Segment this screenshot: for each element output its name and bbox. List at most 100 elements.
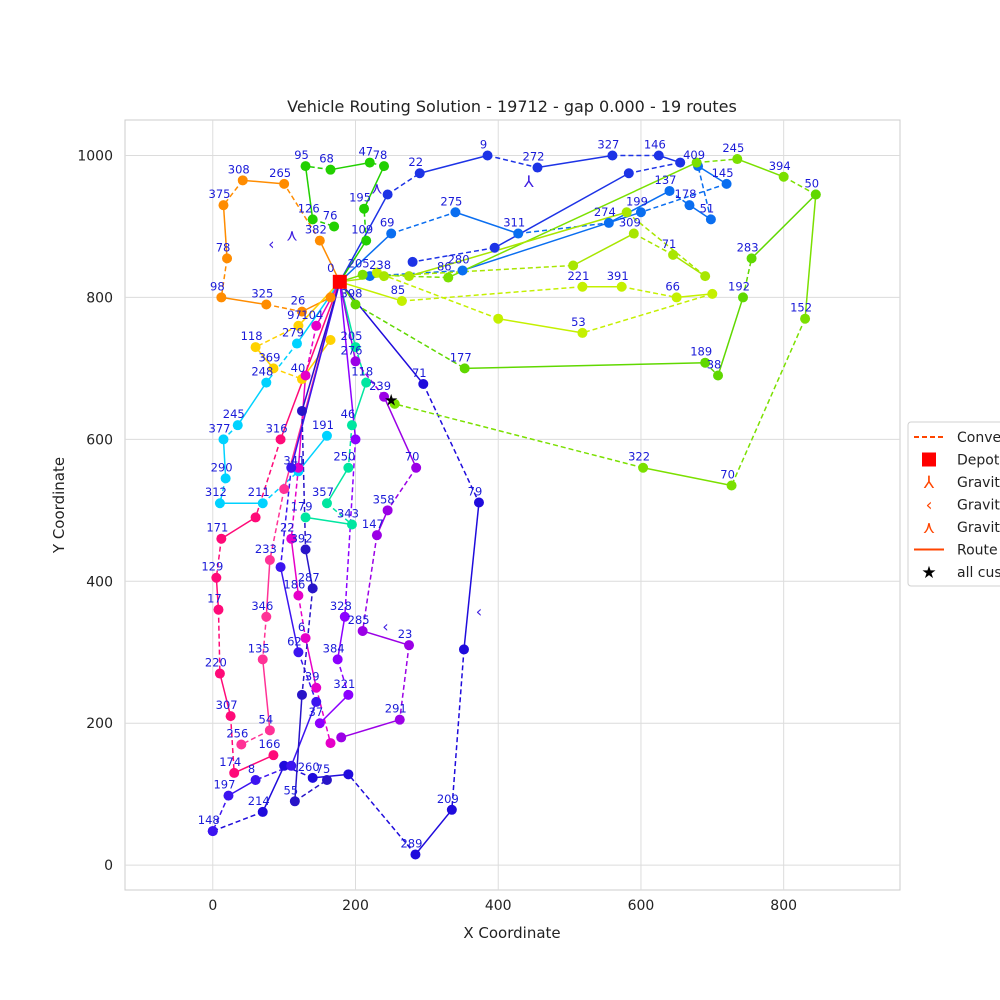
customer-node (623, 168, 634, 179)
node-label: 260 (298, 760, 320, 774)
route-segment (301, 588, 314, 695)
customer-node (361, 377, 372, 388)
node-label: 79 (468, 485, 483, 499)
route-segment (265, 559, 271, 617)
routes (212, 154, 817, 855)
node-label: 343 (337, 507, 359, 521)
route-segment (626, 211, 706, 277)
node-label: 220 (205, 656, 227, 670)
route-segment (408, 211, 627, 277)
customer-node (810, 189, 821, 200)
customer-node (325, 164, 336, 175)
customer-node (457, 265, 468, 276)
route-segment (572, 232, 635, 267)
node-label: 166 (258, 737, 280, 751)
node-label: 97 (287, 308, 302, 322)
route-segment (269, 488, 285, 561)
customer-node (361, 235, 372, 246)
route-segment (297, 652, 317, 703)
node-label: 69 (380, 216, 395, 230)
node-label: 321 (333, 677, 355, 691)
customer-node (343, 689, 354, 700)
node-label: 341 (283, 453, 305, 467)
all-customers-star: ★ (384, 390, 398, 409)
node-label: 328 (330, 599, 352, 613)
route-segment (419, 154, 488, 174)
node-label: 276 (341, 343, 363, 357)
node-label: 38 (707, 357, 722, 371)
customer-node (222, 253, 233, 264)
node-label: 95 (294, 148, 309, 162)
route-segment (228, 779, 256, 797)
node-label: 280 (448, 252, 470, 266)
customer-node (293, 462, 304, 473)
route-segment (233, 754, 274, 774)
customer-node (311, 696, 322, 707)
node-label: 248 (251, 365, 273, 379)
node-label: 274 (594, 205, 616, 219)
x-tick-label: 0 (208, 898, 217, 914)
customer-node (296, 306, 307, 317)
x-axis-label: X Coordinate (463, 924, 560, 942)
node-label: 312 (205, 485, 227, 499)
node-label: 205 (341, 329, 363, 343)
route-segment (255, 765, 292, 781)
customer-node (250, 775, 261, 785)
customer-node (532, 162, 543, 173)
customer-node (325, 335, 336, 345)
legend-symbol: ‹ (926, 496, 933, 516)
route-segment (215, 577, 220, 610)
node-label: 17 (207, 592, 222, 606)
route-segment (294, 694, 303, 802)
route-segment (412, 247, 495, 263)
route-segment (217, 609, 221, 674)
customer-node (577, 327, 588, 338)
node-label: 23 (398, 627, 413, 641)
route-segment (751, 193, 817, 259)
node-label: 279 (282, 326, 304, 340)
node-label: 118 (351, 365, 373, 379)
customer-node (214, 668, 225, 679)
node-label: 290 (211, 460, 233, 474)
route-segment (242, 179, 285, 185)
y-tick-label: 1000 (77, 148, 113, 164)
route-segment (730, 318, 806, 486)
gravity-marker: ‹ (382, 617, 388, 636)
legend-label: Route (957, 543, 998, 559)
y-tick-label: 400 (86, 574, 113, 590)
customer-node (371, 530, 382, 541)
customer-node (264, 555, 275, 565)
route-segment (339, 281, 403, 302)
route-segment (447, 161, 697, 279)
route-segment (261, 616, 268, 660)
route-segment (312, 773, 349, 779)
customer-node (473, 497, 484, 508)
node-label: 191 (312, 418, 334, 432)
customer-node (396, 295, 407, 306)
grid (125, 120, 900, 890)
node-label: 135 (248, 641, 270, 655)
customer-node (684, 200, 695, 211)
customer-node (446, 804, 457, 815)
customer-node (382, 505, 393, 516)
customer-node (343, 769, 354, 780)
customer-node (616, 281, 627, 292)
route-segment (339, 281, 424, 385)
customer-node (482, 150, 493, 161)
node-label: 146 (644, 137, 666, 151)
node-label: 126 (298, 201, 320, 215)
gravity-marker: ⋏ (286, 225, 298, 244)
node-label: 211 (248, 485, 270, 499)
route-segment (279, 281, 341, 440)
legend-symbol: ★ (921, 563, 936, 583)
y-tick-label: 800 (86, 290, 113, 306)
customer-node (493, 313, 504, 324)
route-segment (804, 194, 817, 319)
node-label: 214 (248, 794, 270, 808)
node-label: 70 (405, 450, 420, 464)
y-tick-label: 600 (86, 432, 113, 448)
node-label: 192 (728, 279, 750, 293)
customer-node (443, 272, 454, 283)
route-segment (518, 222, 609, 235)
node-label: 47 (358, 145, 373, 159)
